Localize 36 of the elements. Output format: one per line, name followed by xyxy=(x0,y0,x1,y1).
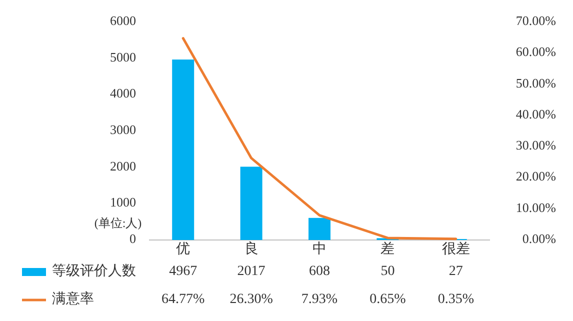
y-tick-label: 2000 xyxy=(110,158,136,174)
text: (单位:人) xyxy=(94,216,142,230)
y2-tick-label: 20.00% xyxy=(516,168,556,184)
bar xyxy=(240,166,262,240)
y2-tick-label: 10.00% xyxy=(516,200,556,215)
data-label: 7.93% xyxy=(301,292,338,308)
y2-tick-label: 40.00% xyxy=(516,106,556,122)
data-label: 50 xyxy=(380,264,395,280)
y-tick-label: 0 xyxy=(130,230,136,246)
y-tick-label: 3000 xyxy=(110,122,136,137)
legend-label: 等级评价人数 xyxy=(52,263,136,280)
data-label: 4967 xyxy=(169,264,198,280)
y2-tick-label: 50.00% xyxy=(516,75,556,90)
y2-tick-label: 0.00% xyxy=(522,230,556,246)
bar xyxy=(172,60,194,240)
y-tick-label: 1000 xyxy=(110,194,136,210)
x-tick-label: 差 xyxy=(380,241,395,258)
x-tick-label: 良 xyxy=(244,241,258,258)
data-label: 2017 xyxy=(237,264,266,280)
y-tick-label: 6000 xyxy=(110,12,136,28)
legend-label: 满意率 xyxy=(52,291,94,308)
data-label: 27 xyxy=(448,264,463,280)
y-tick-label: 4000 xyxy=(110,86,136,101)
y2-tick-label: 60.00% xyxy=(516,44,556,60)
y2-tick-label: 30.00% xyxy=(516,138,556,153)
x-tick-label: 中 xyxy=(312,241,326,258)
y2-tick-label: 70.00% xyxy=(516,12,556,28)
x-tick-label: 优 xyxy=(176,241,190,258)
x-tick-label: 很差 xyxy=(442,241,470,258)
y-tick-label: 5000 xyxy=(110,49,136,64)
data-label: 608 xyxy=(309,264,330,280)
bar xyxy=(308,218,330,240)
data-label: 64.77% xyxy=(162,292,206,308)
data-label: 0.65% xyxy=(370,292,406,308)
data-label: 0.35% xyxy=(438,292,474,308)
data-label: 26.30% xyxy=(230,292,274,308)
